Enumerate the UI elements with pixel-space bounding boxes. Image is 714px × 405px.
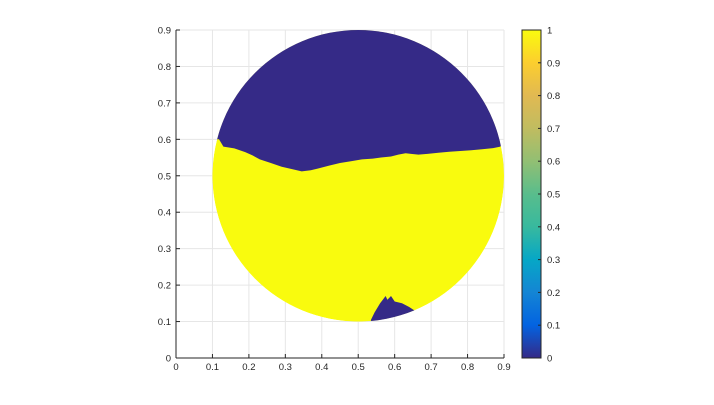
x-tick-label: 0.1 xyxy=(206,362,219,373)
y-tick-label: 0 xyxy=(166,354,171,365)
y-tick-label: 0.5 xyxy=(158,171,171,182)
colorbar-tick-label: 0.6 xyxy=(547,157,560,168)
y-tick-label: 0.8 xyxy=(158,62,171,73)
x-tick-label: 0.9 xyxy=(497,362,510,373)
x-tick-label: 0.7 xyxy=(425,362,438,373)
x-tick-label: 0.5 xyxy=(352,362,365,373)
x-tick-label: 0.6 xyxy=(388,362,401,373)
colorbar-tick-label: 0.7 xyxy=(547,124,560,135)
x-axis: 0 0.1 0.2 0.3 0.4 0.5 0.6 0.7 0.8 0.9 xyxy=(173,354,511,373)
plot-area: 0 0.1 0.2 0.3 0.4 0.5 0.6 0.7 0.8 0.9 00.10.20.30… xyxy=(158,26,511,374)
x-tick-label: 0.4 xyxy=(315,362,328,373)
colorbar-tick-label: 0.3 xyxy=(547,255,560,266)
y-tick-label: 0.2 xyxy=(158,281,171,292)
y-tick-label: 0.6 xyxy=(158,135,171,146)
colorbar-tick-label: 0.4 xyxy=(547,222,560,233)
colorbar: 0 0.1 0.2 0.3 0.4 0.5 0.6 0.7 0.8 0.9 1 xyxy=(521,26,560,365)
axes-lines xyxy=(175,30,504,359)
colorbar-tick-label: 0.1 xyxy=(547,321,560,332)
y-tick-label: 0.1 xyxy=(158,317,171,328)
colorbar-tick-label: 1 xyxy=(547,26,552,37)
y-axis: 0 0.1 0.2 0.3 0.4 0.5 0.6 0.7 0.8 0.9 xyxy=(158,26,180,365)
colorbar-tick-label: 0.2 xyxy=(547,288,560,299)
colorbar-tick-label: 0.9 xyxy=(547,58,560,69)
y-tick-label: 0.7 xyxy=(158,98,171,109)
x-tick-label: 0 xyxy=(173,362,178,373)
colorbar-tick-label: 0.5 xyxy=(547,190,560,201)
colorbar-ticks: 0 0.1 0.2 0.3 0.4 0.5 0.6 0.7 0.8 0.9 1 xyxy=(538,26,560,365)
y-tick-label: 0.3 xyxy=(158,244,171,255)
x-tick-label: 0.3 xyxy=(279,362,292,373)
y-tick-label: 0.9 xyxy=(158,26,171,37)
colorbar-tick-label: 0 xyxy=(547,354,552,365)
x-tick-label: 0.2 xyxy=(242,362,255,373)
x-tick-label: 0.8 xyxy=(461,362,474,373)
region-low-value-bottom xyxy=(365,296,424,322)
y-tick-label: 0.4 xyxy=(158,208,171,219)
colorbar-tick-label: 0.8 xyxy=(547,91,560,102)
